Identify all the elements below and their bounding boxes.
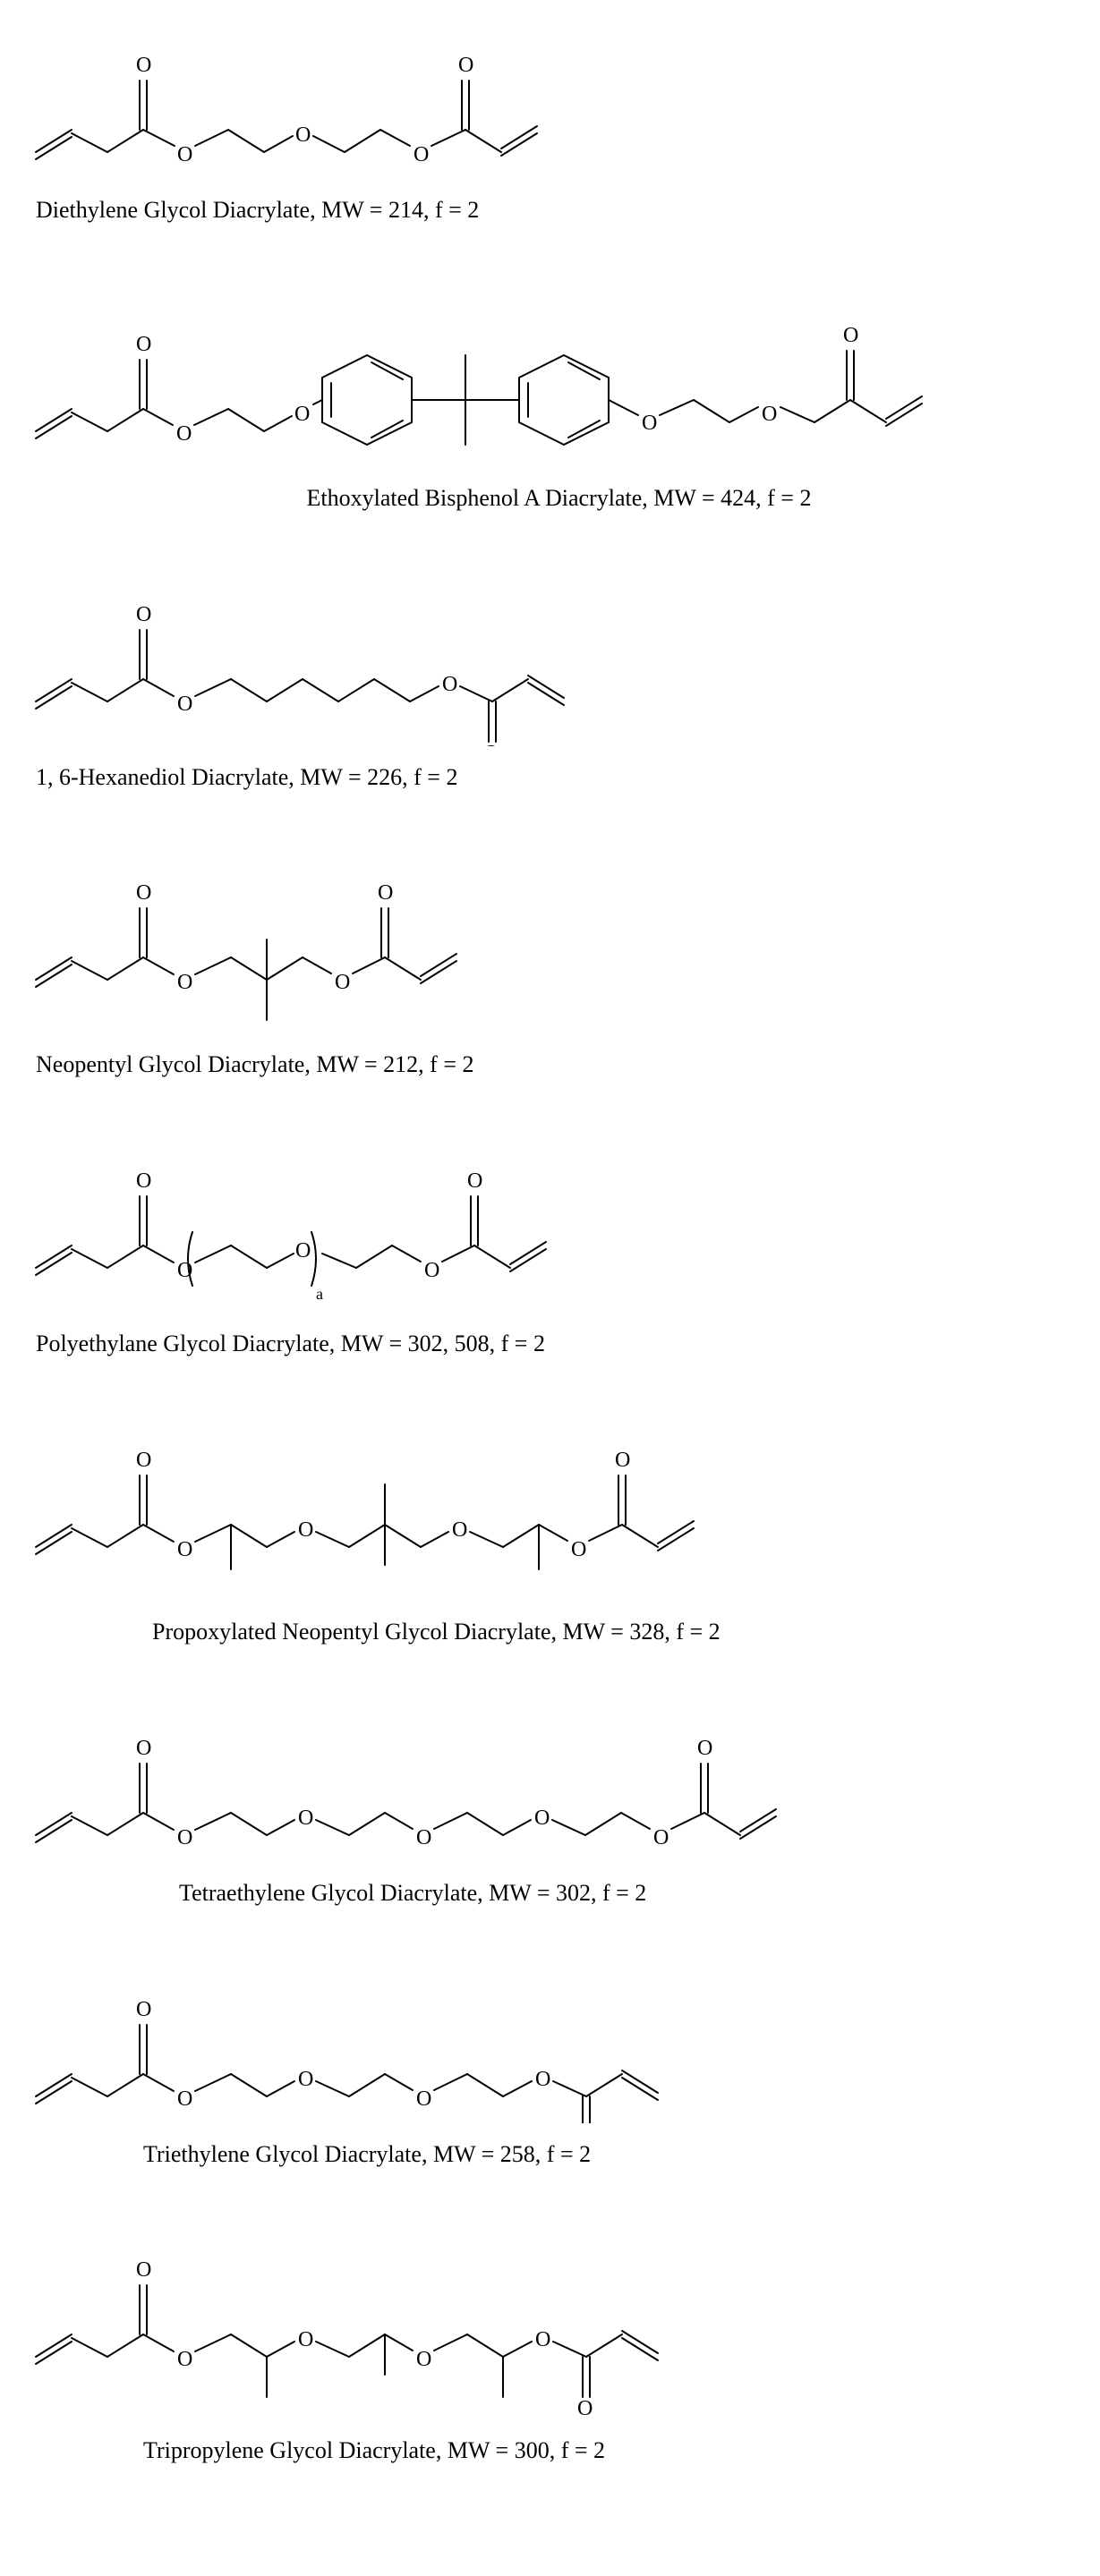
compound-caption: Ethoxylated Bisphenol A Diacrylate, MW =… (18, 483, 1082, 514)
svg-text:O: O (424, 1259, 439, 1282)
chemical-structure: O O O O O (18, 27, 1082, 179)
chemical-structure: O O O O O O (18, 1971, 1082, 2123)
svg-text:O: O (615, 1449, 630, 1472)
svg-text:O: O (416, 2087, 431, 2111)
svg-text:O: O (416, 1826, 431, 1849)
compound-block: O O O O Neopentyl Glycol Diacrylate, MW … (18, 854, 1082, 1080)
svg-text:O: O (762, 403, 777, 426)
compound-caption: Tripropylene Glycol Diacrylate, MW = 300… (18, 2436, 1082, 2466)
compound-block: O O O O O O O Tetraethylene Glycol Diacr… (18, 1710, 1082, 1909)
svg-text:O: O (571, 1538, 586, 1561)
compound-block: O O O O O O Triethylene Glycol Diacrylat… (18, 1971, 1082, 2170)
svg-text:O: O (414, 143, 429, 166)
svg-text:O: O (697, 1737, 712, 1760)
svg-text:O: O (378, 881, 393, 905)
compound-caption: 1, 6-Hexanediol Diacrylate, MW = 226, f … (18, 762, 1082, 793)
svg-text:O: O (442, 673, 457, 696)
svg-text:O: O (136, 1998, 151, 2021)
svg-text:O: O (177, 2348, 192, 2371)
svg-text:O: O (176, 422, 192, 446)
svg-text:O: O (177, 2087, 192, 2111)
svg-text:O: O (843, 324, 858, 347)
compound-caption: Tetraethylene Glycol Diacrylate, MW = 30… (18, 1878, 1082, 1909)
compound-block: O O O O O O Propoxylated Neopentyl Glyco… (18, 1422, 1082, 1647)
svg-text:O: O (177, 1538, 192, 1561)
svg-text:O: O (452, 1518, 467, 1542)
compound-block: O O O O O Diethylene Glycol Diacrylate, … (18, 27, 1082, 225)
svg-text:O: O (136, 881, 151, 905)
svg-text:O: O (535, 2068, 550, 2091)
svg-text:O: O (577, 2397, 593, 2419)
svg-text:O: O (298, 2328, 313, 2351)
compound-block: O O O O O a Polyethylane Glycol Diacryla… (18, 1143, 1082, 1359)
svg-text:O: O (295, 123, 311, 147)
svg-text:O: O (136, 333, 151, 356)
svg-text:a: a (316, 1285, 323, 1303)
compound-block: O O O O O O Ethoxylated Bisphenol A Diac… (18, 288, 1082, 514)
chemical-structure: O O O O O O (18, 288, 1082, 467)
svg-text:O: O (136, 54, 151, 77)
compound-caption: Triethylene Glycol Diacrylate, MW = 258,… (18, 2139, 1082, 2170)
svg-text:O: O (295, 1239, 311, 1262)
svg-text:O: O (177, 971, 192, 994)
compound-block: O O O O 1, 6-Hexanediol Diacrylate, MW =… (18, 576, 1082, 793)
chemical-structure: O O O O (18, 576, 1082, 746)
chemical-structure: O O O O O O (18, 2232, 1082, 2419)
compound-caption: Diethylene Glycol Diacrylate, MW = 214, … (18, 195, 1082, 225)
chemical-structure: O O O O O a (18, 1143, 1082, 1313)
svg-text:O: O (136, 1449, 151, 1472)
svg-text:O: O (294, 403, 310, 426)
svg-text:O: O (177, 1259, 192, 1282)
svg-text:O: O (177, 143, 192, 166)
svg-text:O: O (642, 412, 657, 435)
svg-text:O: O (298, 1518, 313, 1542)
chemical-structure: O O O O O O (18, 1422, 1082, 1601)
svg-text:O: O (136, 2258, 151, 2282)
compound-caption: Neopentyl Glycol Diacrylate, MW = 212, f… (18, 1050, 1082, 1080)
svg-text:O: O (467, 1169, 482, 1193)
svg-text:O: O (298, 2068, 313, 2091)
chemical-structure: O O O O O O O (18, 1710, 1082, 1862)
compound-caption: Polyethylane Glycol Diacrylate, MW = 302… (18, 1329, 1082, 1359)
svg-text:O: O (177, 693, 192, 716)
svg-text:O: O (534, 1807, 550, 1830)
chemical-structure: O O O O (18, 854, 1082, 1033)
svg-text:O: O (298, 1807, 313, 1830)
svg-text:O: O (136, 1737, 151, 1760)
svg-text:O: O (177, 1826, 192, 1849)
svg-text:O: O (653, 1826, 669, 1849)
svg-text:O: O (136, 603, 151, 626)
svg-text:O: O (483, 742, 499, 746)
compound-caption: Propoxylated Neopentyl Glycol Diacrylate… (18, 1617, 1082, 1647)
svg-text:O: O (136, 1169, 151, 1193)
svg-text:O: O (535, 2328, 550, 2351)
svg-text:O: O (416, 2348, 431, 2371)
svg-text:O: O (458, 54, 473, 77)
svg-text:O: O (335, 971, 350, 994)
compound-block: O O O O O O Tripropylene Glycol Diacryla… (18, 2232, 1082, 2466)
